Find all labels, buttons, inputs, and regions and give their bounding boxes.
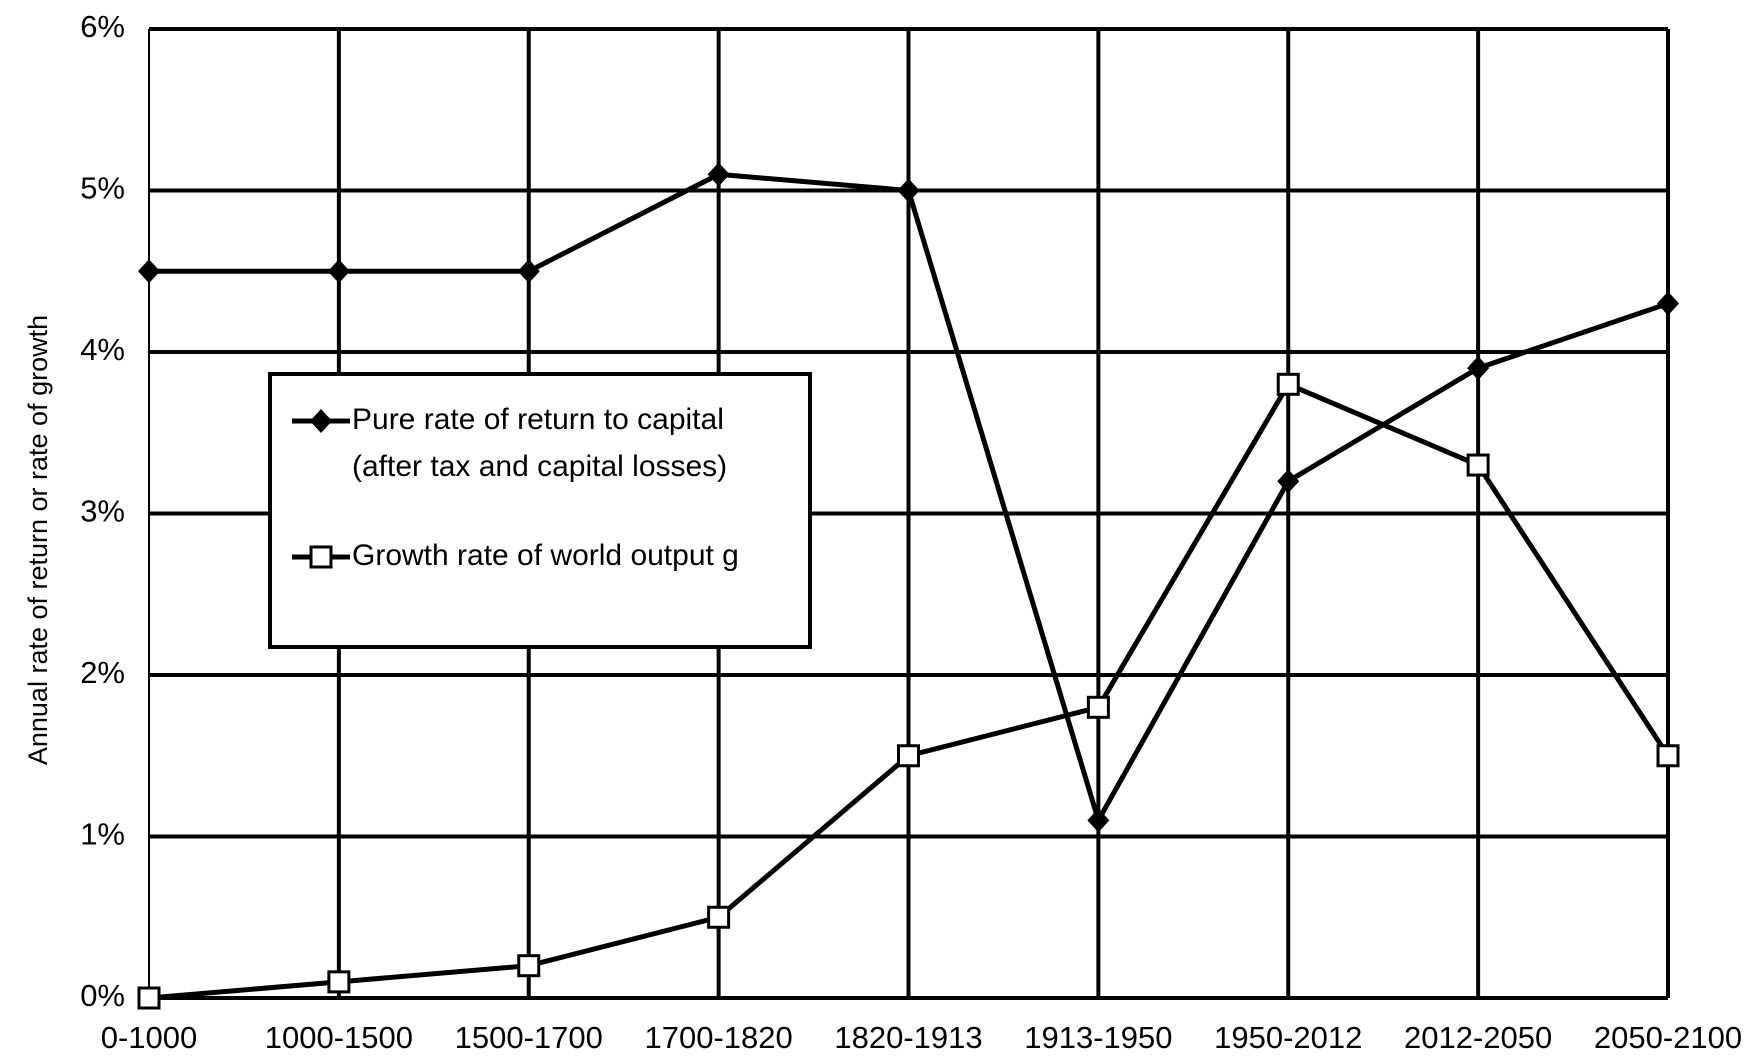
x-tick-label: 0-1000 <box>101 1020 198 1055</box>
data-point <box>1087 808 1110 833</box>
data-point <box>327 970 351 994</box>
data-point <box>897 744 920 768</box>
legend-label: Pure rate of return to capital (after tax… <box>352 403 727 483</box>
data-point <box>707 162 730 187</box>
data-point <box>517 954 541 978</box>
data-point <box>517 259 540 284</box>
y-tick-label: 2% <box>80 655 125 690</box>
data-point <box>1086 695 1110 719</box>
y-tick-label: 3% <box>80 494 125 529</box>
data-point <box>1657 291 1679 316</box>
x-tick-label: 1700-1820 <box>645 1020 793 1055</box>
data-point <box>137 986 161 1010</box>
x-tick-label: 1820-1913 <box>834 1020 982 1055</box>
data-point <box>327 259 350 284</box>
data-point <box>138 259 160 284</box>
y-tick-label: 0% <box>80 978 125 1013</box>
legend-box <box>268 372 812 649</box>
data-point <box>1276 372 1300 396</box>
legend-label-line: Pure rate of return to capital <box>352 403 724 436</box>
y-tick-label: 5% <box>80 171 125 206</box>
x-tick-label: 2012-2050 <box>1404 1020 1552 1055</box>
legend-label-line: (after tax and capital losses) <box>352 450 727 483</box>
y-axis-label: Annual rate of return or rate of growth <box>23 315 53 765</box>
x-tick-label: 1000-1500 <box>265 1020 413 1055</box>
data-point <box>1466 453 1490 477</box>
y-tick-label: 6% <box>80 9 125 44</box>
legend-label: Growth rate of world output g <box>352 539 739 572</box>
x-tick-label: 1950-2012 <box>1214 1020 1362 1055</box>
data-point <box>1277 469 1300 494</box>
x-tick-label: 1913-1950 <box>1024 1020 1172 1055</box>
data-point <box>1467 356 1490 381</box>
data-point <box>1656 744 1680 768</box>
x-tick-label: 1500-1700 <box>455 1020 603 1055</box>
legend-marker <box>310 409 332 433</box>
data-point <box>897 178 920 203</box>
data-point <box>707 905 731 929</box>
legend-marker <box>309 545 333 569</box>
x-tick-label: 2050-2100 <box>1594 1020 1742 1055</box>
y-tick-label: 4% <box>80 332 125 367</box>
y-tick-label: 1% <box>80 817 125 852</box>
